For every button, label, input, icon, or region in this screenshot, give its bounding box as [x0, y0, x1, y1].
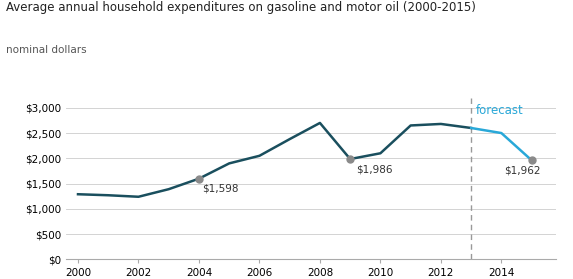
Text: $1,962: $1,962: [504, 166, 541, 176]
Text: forecast: forecast: [476, 104, 523, 117]
Text: nominal dollars: nominal dollars: [6, 45, 87, 55]
Text: $1,598: $1,598: [202, 184, 238, 194]
Text: Average annual household expenditures on gasoline and motor oil (2000-2015): Average annual household expenditures on…: [6, 1, 476, 15]
Text: $1,986: $1,986: [356, 165, 393, 175]
